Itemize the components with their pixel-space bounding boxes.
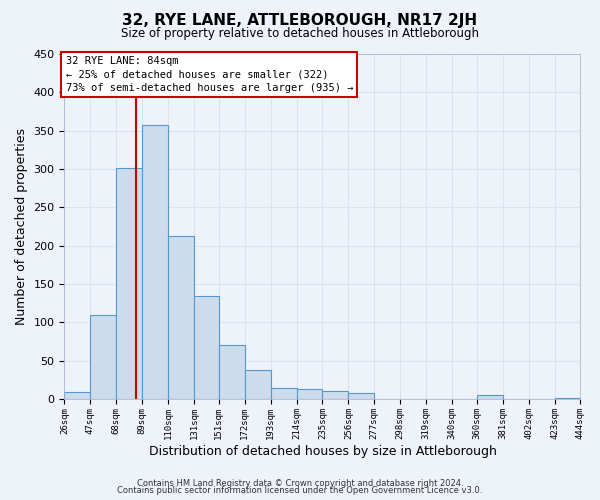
Bar — [349, 393, 374, 399]
Bar — [271, 388, 296, 399]
Bar — [322, 392, 349, 399]
Text: Contains public sector information licensed under the Open Government Licence v3: Contains public sector information licen… — [118, 486, 482, 495]
Bar — [64, 392, 91, 399]
Bar — [296, 389, 322, 399]
Bar — [219, 346, 245, 399]
Bar — [116, 168, 142, 399]
Bar — [142, 124, 168, 399]
Bar — [554, 398, 580, 399]
Bar — [168, 236, 194, 399]
Text: 32 RYE LANE: 84sqm
← 25% of detached houses are smaller (322)
73% of semi-detach: 32 RYE LANE: 84sqm ← 25% of detached hou… — [65, 56, 353, 92]
Text: 32, RYE LANE, ATTLEBOROUGH, NR17 2JH: 32, RYE LANE, ATTLEBOROUGH, NR17 2JH — [122, 12, 478, 28]
Y-axis label: Number of detached properties: Number of detached properties — [15, 128, 28, 325]
Text: Contains HM Land Registry data © Crown copyright and database right 2024.: Contains HM Land Registry data © Crown c… — [137, 478, 463, 488]
Bar — [245, 370, 271, 399]
Bar — [477, 395, 503, 399]
Bar — [91, 316, 116, 399]
X-axis label: Distribution of detached houses by size in Attleborough: Distribution of detached houses by size … — [149, 444, 496, 458]
Text: Size of property relative to detached houses in Attleborough: Size of property relative to detached ho… — [121, 28, 479, 40]
Bar — [194, 296, 219, 399]
